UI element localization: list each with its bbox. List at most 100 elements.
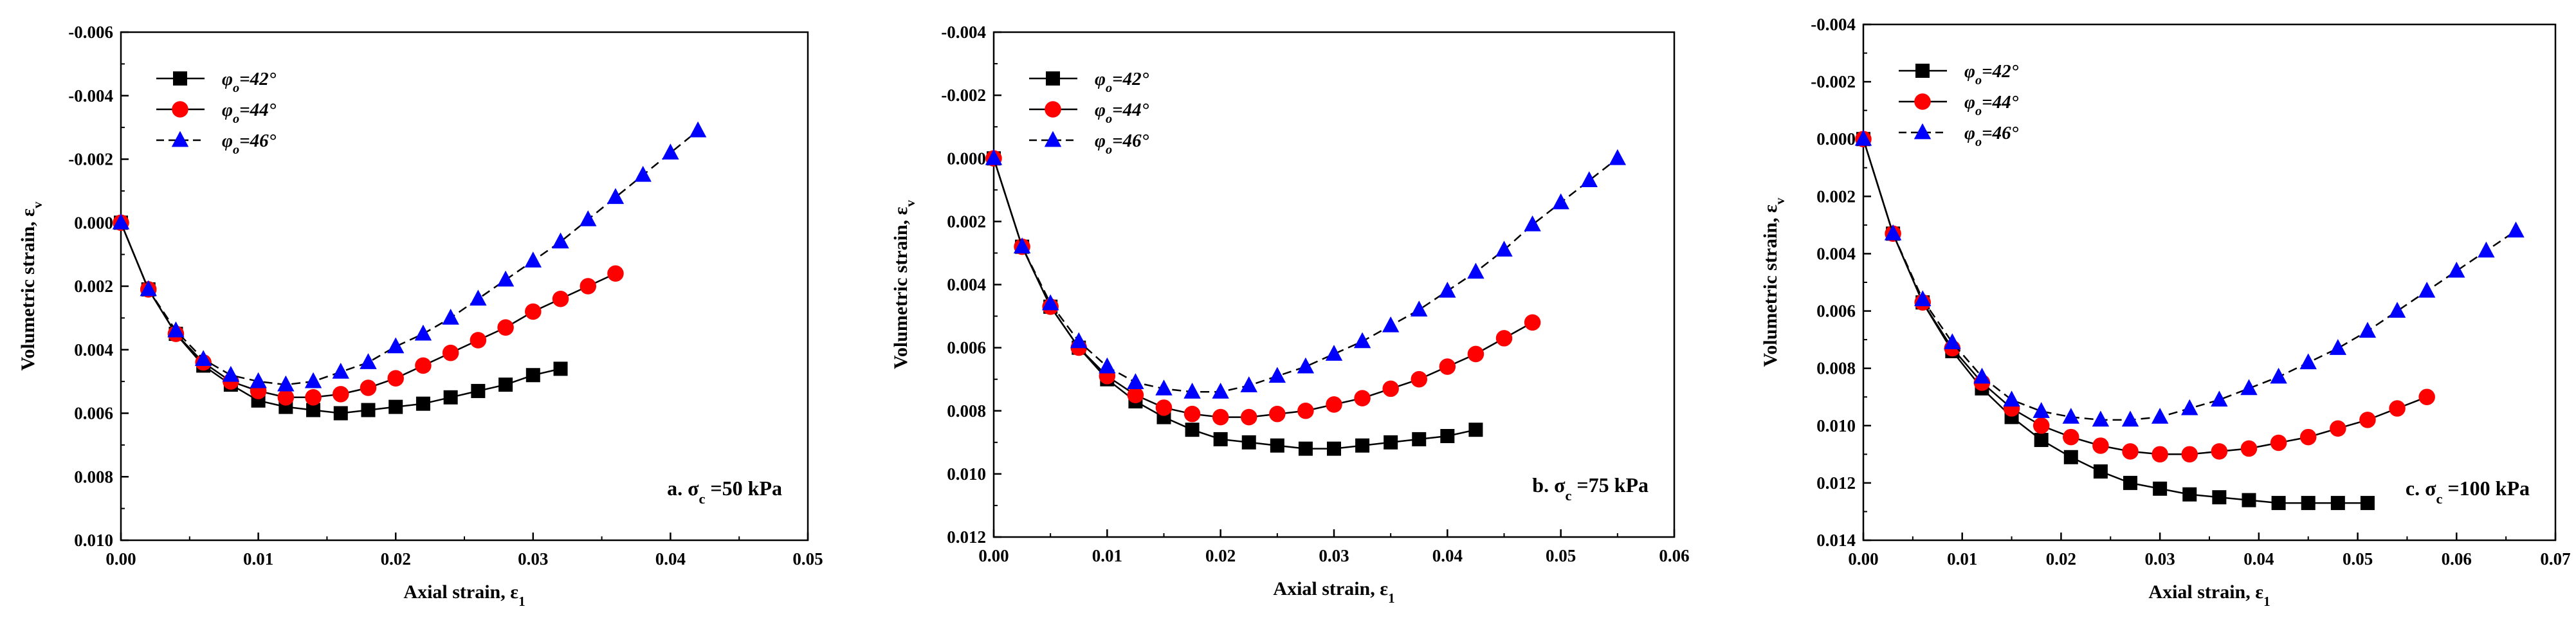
x-tick-label: 0.02 bbox=[381, 549, 411, 569]
x-tick-label: 0.04 bbox=[655, 549, 686, 569]
data-point bbox=[2212, 490, 2227, 505]
y-tick-label: 0.006 bbox=[947, 338, 986, 358]
data-point bbox=[1495, 330, 1513, 347]
data-point bbox=[333, 386, 349, 403]
series-1 bbox=[987, 151, 1483, 456]
legend-label: φo=42° bbox=[1095, 69, 1149, 95]
data-point bbox=[140, 280, 157, 296]
y-tick-label: -0.004 bbox=[68, 86, 113, 105]
y-tick-label: -0.002 bbox=[941, 86, 986, 105]
y-tick-label: 0.006 bbox=[74, 404, 113, 423]
y-tick-label: 0.004 bbox=[74, 340, 113, 360]
y-tick-label: 0.012 bbox=[1816, 473, 1856, 493]
data-point bbox=[2062, 408, 2079, 424]
y-tick-label: 0.000 bbox=[74, 213, 113, 232]
data-point bbox=[1326, 396, 1342, 413]
data-point bbox=[1973, 367, 1991, 384]
data-point bbox=[1298, 441, 1313, 456]
data-point bbox=[2123, 475, 2138, 490]
data-point bbox=[112, 213, 130, 230]
data-point bbox=[2092, 410, 2110, 427]
data-point bbox=[2418, 282, 2436, 298]
data-point bbox=[304, 372, 322, 388]
data-point bbox=[607, 188, 625, 205]
data-point bbox=[580, 210, 597, 226]
x-tick-label: 0.05 bbox=[2343, 549, 2373, 569]
data-point bbox=[1354, 390, 1371, 406]
y-tick-label: 0.008 bbox=[947, 401, 986, 421]
data-point bbox=[2360, 496, 2375, 511]
x-tick-label: 0.00 bbox=[105, 549, 136, 569]
series-3 bbox=[112, 121, 707, 392]
series-3 bbox=[1854, 129, 2525, 427]
data-point bbox=[1013, 237, 1031, 254]
data-point bbox=[553, 361, 568, 376]
x-tick-label: 0.02 bbox=[1205, 546, 1236, 565]
x-axis-title: Axial strain, ε1 bbox=[1273, 578, 1394, 606]
data-point bbox=[1155, 379, 1173, 396]
series-line bbox=[992, 158, 1476, 450]
chart-panel-3: 0.00 0.01 0.02 0.03 0.04 0.05 0.06 0.07 -0.004 -0… bbox=[1760, 15, 2571, 609]
series-line bbox=[1862, 138, 2427, 455]
data-point bbox=[497, 270, 515, 287]
data-point bbox=[2181, 399, 2198, 415]
data-point bbox=[1183, 405, 1201, 423]
series-line bbox=[120, 130, 699, 386]
data-point bbox=[2389, 400, 2406, 417]
series-line bbox=[1862, 138, 2517, 421]
y-tick-label: 0.008 bbox=[74, 467, 113, 486]
chart-panel-1: 0.00 0.01 0.02 0.03 0.04 0.05 -0.006 -0.004 -0.0… bbox=[17, 23, 823, 609]
data-point bbox=[2003, 390, 2020, 407]
series-3 bbox=[985, 149, 1627, 399]
data-point bbox=[443, 390, 458, 405]
data-point bbox=[1854, 129, 1872, 146]
x-tick-label: 0.06 bbox=[2442, 549, 2472, 569]
data-point bbox=[2121, 410, 2139, 427]
legend-marker bbox=[173, 71, 187, 86]
legend-label: φo=44° bbox=[222, 100, 277, 126]
series-2 bbox=[1855, 131, 2435, 463]
data-point bbox=[1241, 435, 1256, 450]
data-point bbox=[1297, 357, 1315, 374]
legend-marker bbox=[1046, 71, 1060, 86]
data-point bbox=[2329, 339, 2347, 355]
y-tick-label: 0.004 bbox=[1816, 244, 1856, 263]
y-tick-label: 0.004 bbox=[947, 275, 986, 295]
data-point bbox=[222, 365, 240, 382]
data-point bbox=[525, 368, 540, 383]
series-2 bbox=[985, 150, 1541, 426]
data-point bbox=[2063, 450, 2078, 464]
legend-label: φo=44° bbox=[1095, 100, 1149, 126]
data-point bbox=[2299, 353, 2317, 370]
y-tick-label: -0.004 bbox=[941, 23, 986, 42]
data-point bbox=[1353, 332, 1371, 349]
data-point bbox=[1127, 387, 1144, 403]
data-point bbox=[2359, 412, 2376, 428]
data-point bbox=[607, 265, 624, 282]
data-point bbox=[2182, 487, 2197, 502]
y-tick-label: 0.010 bbox=[74, 531, 113, 550]
legend-marker bbox=[1914, 93, 1931, 110]
data-point bbox=[1552, 193, 1569, 210]
data-point bbox=[167, 321, 185, 338]
series-line bbox=[992, 158, 1618, 393]
data-point bbox=[2032, 402, 2050, 418]
x-axis-title: Axial strain, ε1 bbox=[2148, 581, 2270, 609]
data-point bbox=[2122, 443, 2139, 460]
data-point bbox=[1268, 367, 1286, 383]
data-point bbox=[1041, 294, 1059, 311]
data-point bbox=[1524, 215, 1541, 232]
legend-label: φo=42° bbox=[1964, 61, 2019, 87]
data-point bbox=[2299, 428, 2317, 446]
data-point bbox=[277, 389, 295, 406]
y-tick-label: -0.002 bbox=[68, 150, 113, 169]
legend: φo=42° φo=44° φo=46° bbox=[1899, 61, 2019, 149]
data-point bbox=[2151, 446, 2168, 463]
data-point bbox=[2181, 446, 2198, 463]
data-point bbox=[1070, 332, 1088, 349]
x-tick-label: 0.01 bbox=[243, 549, 273, 569]
data-point bbox=[470, 289, 487, 306]
data-point bbox=[2240, 379, 2258, 396]
data-point bbox=[2507, 221, 2525, 238]
data-point bbox=[1127, 373, 1144, 389]
